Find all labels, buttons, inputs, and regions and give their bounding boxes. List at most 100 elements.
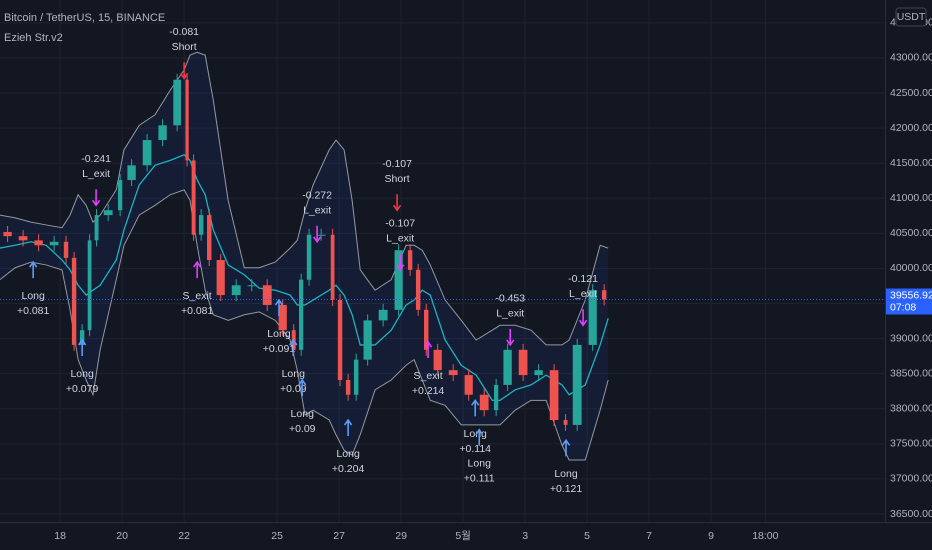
signal-label: L_exit: [496, 308, 524, 320]
signal-arrow: [561, 438, 571, 457]
signal-arrow: [475, 428, 484, 446]
candle: [207, 215, 212, 261]
y-tick-label: 41000.00: [890, 192, 932, 204]
y-tick-label: 40500.00: [890, 227, 932, 239]
signal-label: Short: [385, 173, 410, 185]
signal-label: Long: [282, 368, 306, 380]
signal-label: +0.111: [464, 473, 495, 485]
candle: [345, 379, 351, 395]
candle: [87, 240, 92, 331]
signal-arrow: [578, 309, 588, 327]
candle: [503, 349, 512, 385]
signal-arrow: [91, 189, 101, 207]
y-tick-label: 37000.00: [890, 473, 932, 485]
signal-label: L_exit: [569, 288, 597, 300]
signal-label: -0.121: [568, 273, 598, 285]
x-tick-label: 27: [333, 530, 345, 542]
candle: [306, 234, 312, 280]
y-tick-label: 42000.00: [890, 122, 932, 134]
candle: [231, 285, 241, 296]
y-tick-label: 39000.00: [890, 332, 932, 344]
x-tick-label: 20: [116, 530, 128, 542]
signal-arrow: [312, 225, 322, 244]
signal-label: Long: [468, 458, 492, 470]
signal-label: S_exit: [413, 370, 442, 382]
candle: [330, 234, 335, 301]
candle: [415, 269, 421, 310]
signal-label: +0.121: [550, 483, 583, 495]
candle: [353, 359, 359, 395]
y-tick-label: 36500.00: [890, 508, 932, 520]
y-tick-label: 40000.00: [890, 262, 932, 274]
x-tick-label: 5: [584, 530, 590, 542]
candle: [191, 160, 196, 235]
candle: [588, 290, 597, 345]
signal-arrow: [298, 378, 307, 396]
current-price-box: [886, 288, 932, 315]
signal-arrow: [506, 328, 515, 347]
candle: [407, 250, 413, 270]
signal-arrow: [179, 62, 189, 80]
signal-label: L_exit: [82, 168, 110, 180]
signal-arrow: [343, 418, 353, 436]
candle: [563, 419, 568, 425]
candle: [394, 250, 403, 310]
currency-box[interactable]: [895, 7, 927, 27]
signal-label: Long: [267, 328, 291, 340]
signal-label: Long: [554, 468, 578, 480]
signal-label: +0.079: [66, 383, 99, 395]
candle: [103, 210, 113, 216]
signal-label: +0.09: [280, 383, 307, 395]
x-tick-label: 9: [708, 530, 714, 542]
signal-label: +0.204: [332, 463, 365, 475]
candle: [316, 234, 326, 236]
candle: [572, 344, 582, 425]
candle: [262, 285, 272, 305]
candle: [479, 394, 489, 411]
x-tick-label: 25: [271, 530, 283, 542]
signal-arrow: [471, 398, 480, 417]
x-tick-label: 7: [646, 530, 652, 542]
chart-title: Bitcoin / TetherUS, 15, BINANCE: [4, 12, 165, 24]
y-tick-label: 41500.00: [890, 157, 932, 169]
signal-arrow: [77, 338, 87, 357]
candle: [518, 349, 528, 376]
y-tick-label: 38500.00: [890, 367, 932, 379]
candle: [493, 384, 499, 411]
x-tick-label: 3: [522, 530, 528, 542]
x-tick-label: 18: [54, 530, 66, 542]
candle: [464, 375, 473, 395]
candle: [433, 349, 442, 371]
candle: [448, 370, 458, 376]
indicator-name: Ezieh Str.v2: [4, 32, 63, 44]
signal-label: Long: [21, 290, 45, 302]
candle: [601, 290, 607, 300]
currency[interactable]: USDT: [897, 11, 926, 23]
candle: [198, 215, 204, 235]
candle: [49, 241, 59, 246]
candle: [3, 231, 12, 237]
signal-label: +0.214: [412, 385, 445, 397]
y-tick-label: 42500.00: [890, 87, 932, 99]
x-tick-label: 22: [178, 530, 190, 542]
band-line: [0, 189, 609, 461]
signal-label: -0.272: [302, 190, 332, 202]
signal-label: -0.453: [495, 293, 525, 305]
signal-label: -0.081: [169, 26, 199, 38]
candle: [549, 370, 559, 420]
x-tick-label: 5월: [455, 530, 471, 542]
candle: [158, 125, 167, 141]
candle: [18, 236, 28, 241]
signal-label: S_exit: [183, 290, 212, 302]
candle: [247, 285, 256, 287]
axes: 36500.00 37000.00 37500.00 38000.00 38500.00…: [54, 17, 932, 542]
signal-label: Long: [336, 448, 360, 460]
candle: [378, 309, 388, 321]
signal-arrow: [396, 253, 405, 272]
signal-arrow: [289, 338, 298, 357]
signal-label: L_exit: [303, 205, 331, 217]
y-tick-label: 43000.00: [890, 52, 932, 64]
signal-label: Long: [70, 368, 94, 380]
